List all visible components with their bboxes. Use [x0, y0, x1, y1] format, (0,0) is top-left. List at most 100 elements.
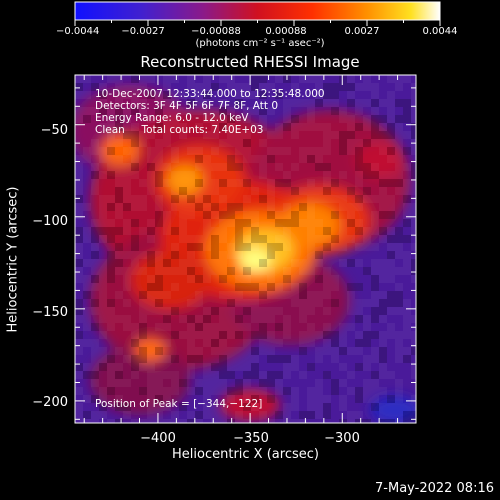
- heatmap-pixel: [403, 131, 411, 139]
- heatmap-pixel: [163, 75, 171, 83]
- heatmap-pixel: [315, 331, 323, 339]
- heatmap-pixel: [179, 379, 187, 387]
- heatmap-pixel: [267, 291, 275, 299]
- heatmap-pixel: [403, 107, 411, 115]
- heatmap-pixel: [387, 75, 395, 83]
- heatmap-pixel: [179, 195, 187, 203]
- heatmap-pixel: [323, 123, 331, 131]
- heatmap-pixel: [259, 123, 267, 131]
- heatmap-pixel: [123, 379, 131, 387]
- heatmap-pixel: [227, 331, 235, 339]
- heatmap-pixel: [83, 147, 91, 155]
- heatmap-pixel: [75, 195, 83, 203]
- heatmap-pixel: [387, 323, 395, 331]
- heatmap-pixel: [99, 315, 107, 323]
- heatmap-pixel: [91, 179, 99, 187]
- heatmap-pixel: [259, 411, 267, 419]
- heatmap-pixel: [243, 219, 251, 227]
- heatmap-pixel: [299, 123, 307, 131]
- heatmap-pixel: [251, 331, 259, 339]
- heatmap-pixel: [395, 411, 403, 419]
- heatmap-pixel: [403, 211, 411, 219]
- heatmap-pixel: [163, 371, 171, 379]
- heatmap-pixel: [363, 379, 371, 387]
- heatmap-pixel: [195, 107, 203, 115]
- heatmap-pixel: [411, 339, 416, 347]
- heatmap-pixel: [403, 163, 411, 171]
- heatmap-pixel: [115, 83, 123, 91]
- heatmap-pixel: [107, 307, 115, 315]
- heatmap-pixel: [203, 171, 211, 179]
- heatmap-pixel: [155, 291, 163, 299]
- heatmap-pixel: [235, 419, 243, 423]
- heatmap-pixel: [235, 283, 243, 291]
- heatmap-pixel: [243, 275, 251, 283]
- heatmap-pixel: [139, 331, 147, 339]
- heatmap-pixel: [219, 251, 227, 259]
- heatmap-pixel: [291, 291, 299, 299]
- heatmap-pixel: [251, 107, 259, 115]
- heatmap-pixel: [123, 115, 131, 123]
- heatmap-pixel: [163, 259, 171, 267]
- heatmap-pixel: [83, 291, 91, 299]
- heatmap-pixel: [243, 403, 251, 411]
- heatmap-pixel: [163, 219, 171, 227]
- colorbar-tick-label: −0.0027: [121, 26, 165, 37]
- heatmap-pixel: [115, 243, 123, 251]
- heatmap-pixel: [179, 187, 187, 195]
- heatmap-pixel: [251, 155, 259, 163]
- heatmap-pixel: [203, 155, 211, 163]
- heatmap-pixel: [235, 179, 243, 187]
- heatmap-pixel: [307, 99, 315, 107]
- heatmap-pixel: [83, 75, 91, 83]
- heatmap-pixel: [315, 155, 323, 163]
- heatmap-pixel: [411, 147, 416, 155]
- heatmap-pixel: [307, 75, 315, 83]
- heatmap-pixel: [283, 211, 291, 219]
- heatmap-pixel: [251, 395, 259, 403]
- heatmap-pixel: [147, 259, 155, 267]
- heatmap-pixel: [347, 371, 355, 379]
- heatmap-pixel: [91, 363, 99, 371]
- heatmap-pixel: [91, 259, 99, 267]
- heatmap-pixel: [395, 99, 403, 107]
- heatmap-pixel: [291, 387, 299, 395]
- heatmap-pixel: [179, 219, 187, 227]
- heatmap-pixel: [387, 243, 395, 251]
- heatmap-pixel: [395, 131, 403, 139]
- heatmap-pixel: [363, 243, 371, 251]
- heatmap-pixel: [307, 267, 315, 275]
- heatmap-pixel: [123, 323, 131, 331]
- heatmap-pixel: [403, 259, 411, 267]
- heatmap-pixel: [355, 203, 363, 211]
- heatmap-pixel: [123, 107, 131, 115]
- heatmap-pixel: [355, 411, 363, 419]
- heatmap-pixel: [99, 211, 107, 219]
- heatmap-pixel: [211, 419, 219, 423]
- heatmap-pixel: [331, 211, 339, 219]
- heatmap-pixel: [387, 171, 395, 179]
- heatmap-pixel: [83, 323, 91, 331]
- heatmap-pixel: [243, 323, 251, 331]
- heatmap-pixel: [323, 267, 331, 275]
- heatmap-pixel: [171, 155, 179, 163]
- heatmap-pixel: [75, 251, 83, 259]
- heatmap-pixel: [211, 347, 219, 355]
- heatmap-pixel: [387, 91, 395, 99]
- heatmap-pixel: [371, 195, 379, 203]
- heatmap-pixel: [235, 379, 243, 387]
- heatmap-pixel: [91, 379, 99, 387]
- heatmap-pixel: [107, 139, 115, 147]
- heatmap-pixel: [163, 107, 171, 115]
- heatmap-pixel: [211, 243, 219, 251]
- heatmap-pixel: [99, 99, 107, 107]
- heatmap-pixel: [387, 115, 395, 123]
- heatmap-pixel: [355, 155, 363, 163]
- heatmap-pixel: [115, 123, 123, 131]
- heatmap-pixel: [355, 387, 363, 395]
- heatmap-pixel: [219, 379, 227, 387]
- heatmap-pixel: [195, 323, 203, 331]
- heatmap-pixel: [91, 371, 99, 379]
- heatmap-pixel: [259, 195, 267, 203]
- heatmap-pixel: [203, 323, 211, 331]
